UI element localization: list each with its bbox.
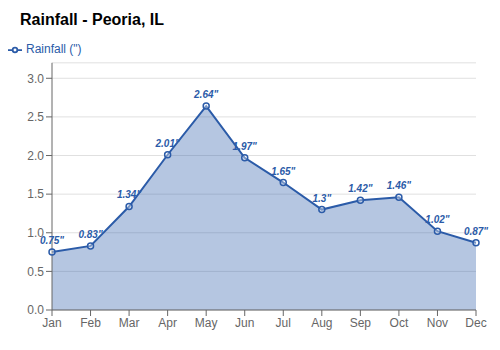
svg-text:2.64": 2.64" [193, 89, 218, 100]
svg-text:2.5: 2.5 [27, 110, 44, 124]
svg-text:2.01": 2.01" [155, 138, 180, 149]
svg-text:2.0: 2.0 [27, 149, 44, 163]
svg-text:1.46": 1.46" [387, 180, 411, 191]
svg-text:0.5: 0.5 [27, 265, 44, 279]
svg-text:Mar: Mar [119, 316, 140, 330]
svg-text:May: May [195, 316, 218, 330]
svg-text:1.3": 1.3" [312, 193, 331, 204]
svg-text:Apr: Apr [158, 316, 177, 330]
svg-text:Jun: Jun [235, 316, 254, 330]
svg-text:Aug: Aug [311, 316, 332, 330]
svg-text:0.75": 0.75" [40, 235, 64, 246]
svg-text:1.0: 1.0 [27, 226, 44, 240]
svg-text:0.87": 0.87" [464, 226, 488, 237]
svg-text:Oct: Oct [390, 316, 409, 330]
svg-text:Nov: Nov [427, 316, 448, 330]
svg-text:1.97": 1.97" [233, 141, 257, 152]
svg-text:1.42": 1.42" [348, 183, 372, 194]
svg-text:1.02": 1.02" [425, 214, 449, 225]
svg-text:1.65": 1.65" [271, 166, 295, 177]
html-text:Rainfall - Peoria, IL: Rainfall - Peoria, IL [20, 11, 164, 28]
html-text:Rainfall ("): Rainfall (") [26, 42, 82, 56]
svg-text:1.5: 1.5 [27, 187, 44, 201]
svg-text:3.0: 3.0 [27, 72, 44, 86]
svg-text:Sep: Sep [350, 316, 372, 330]
svg-text:0.83": 0.83" [78, 229, 102, 240]
svg-text:Dec: Dec [465, 316, 486, 330]
svg-text:Jul: Jul [276, 316, 291, 330]
svg-text:0.0: 0.0 [27, 303, 44, 317]
svg-text:Jan: Jan [42, 316, 61, 330]
svg-text:Feb: Feb [80, 316, 101, 330]
svg-text:1.34": 1.34" [117, 189, 141, 200]
